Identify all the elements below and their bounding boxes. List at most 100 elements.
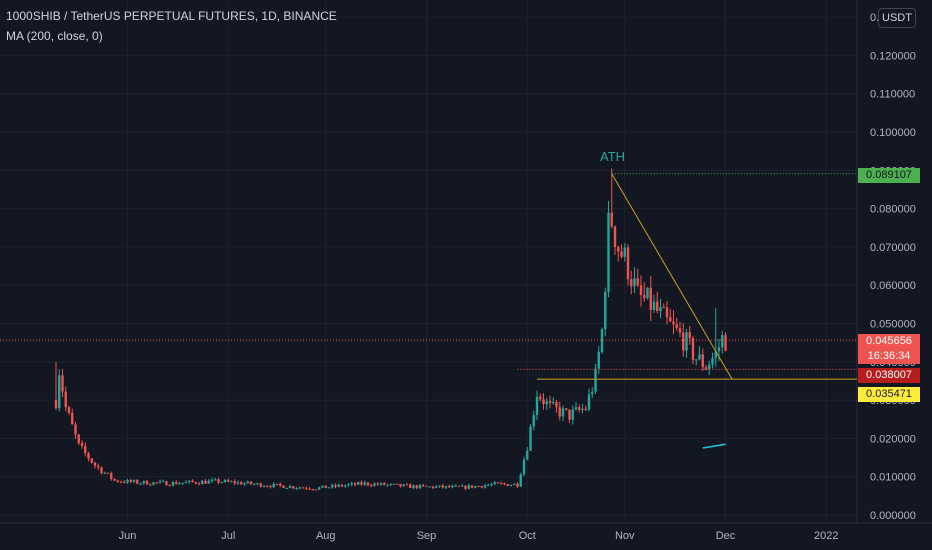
time-tick-label: Dec [716, 530, 736, 542]
candle-body [688, 332, 691, 339]
candle-body [636, 278, 639, 286]
candle-body [545, 401, 548, 405]
candle-body [600, 329, 604, 352]
candle-body [656, 301, 659, 312]
ath-price-tag: 0.089107 [858, 168, 920, 183]
candle-body [126, 479, 129, 483]
candle-body [451, 485, 454, 488]
candle-body [548, 401, 552, 403]
candle-body [678, 328, 682, 333]
candle-body [425, 485, 428, 487]
candle-body [262, 486, 266, 488]
candle-body [480, 485, 483, 488]
candle-body [132, 480, 136, 482]
candle-body [464, 485, 467, 489]
candle-body [412, 485, 415, 488]
trend-line [611, 173, 733, 380]
candle-body [695, 359, 698, 361]
candle-body [431, 486, 435, 488]
candle-body [314, 489, 318, 491]
candle-body [516, 483, 519, 487]
candle-body [269, 486, 272, 488]
candle-body [246, 481, 249, 484]
candle-body [490, 484, 493, 486]
candle-body [331, 484, 334, 488]
candle-body [136, 480, 139, 484]
candle-body [145, 480, 149, 485]
candle-body [301, 487, 305, 489]
candle-body [513, 483, 516, 485]
time-tick-label: Jul [221, 530, 235, 542]
candle-body [477, 485, 480, 487]
candle-body [366, 482, 370, 486]
candle-body [100, 467, 103, 474]
candle-body [610, 212, 613, 227]
time-tick-label: Aug [316, 530, 336, 542]
candle-body [665, 307, 669, 318]
indicator-legend[interactable]: MA (200, close, 0) [6, 29, 103, 43]
candle-body [535, 396, 539, 416]
candle-body [77, 434, 80, 444]
candle-body [178, 483, 181, 485]
candle-body [405, 484, 409, 486]
candle-body [717, 347, 721, 352]
candle-body [597, 351, 600, 369]
candle-body [626, 247, 630, 280]
price-tick-label: 0.000000 [870, 510, 916, 522]
candle-body [633, 278, 636, 287]
candle-body [711, 357, 714, 365]
candle-body [584, 408, 587, 410]
candle-body [54, 400, 58, 409]
candle-body [87, 453, 90, 459]
candle-body [422, 484, 425, 486]
candle-body [704, 367, 708, 370]
candle-body [649, 287, 652, 311]
candle-body [168, 485, 171, 487]
countdown-tag: 16:36:34 [858, 349, 920, 364]
candle-body [376, 483, 379, 485]
candle-body [344, 485, 347, 487]
currency-button[interactable]: USDT [878, 8, 916, 28]
candle-body [617, 247, 620, 252]
candle-body [373, 483, 376, 486]
candle-body [691, 338, 695, 361]
candle-body [613, 226, 617, 248]
candle-body [529, 426, 532, 451]
chart-title: 1000SHIB / TetherUS PERPETUAL FUTURES, 1… [6, 9, 337, 23]
candle-body [561, 408, 565, 417]
candle-body [103, 472, 106, 474]
candle-body [84, 446, 87, 454]
candle-body [191, 480, 194, 483]
candle-body [441, 485, 444, 488]
candle-body [526, 450, 529, 460]
candle-body [116, 480, 119, 482]
candle-body [275, 483, 279, 485]
candle-body [97, 465, 100, 468]
candle-body [71, 413, 74, 425]
candle-body [142, 480, 145, 484]
candle-body [571, 409, 574, 420]
candle-body [672, 321, 675, 325]
candle-body [503, 483, 506, 485]
candle-body [295, 487, 298, 489]
candle-body [568, 409, 571, 420]
candle-body [93, 462, 97, 466]
price-tick-label: 0.010000 [870, 472, 916, 484]
candle-body [682, 332, 685, 351]
candle-body [496, 482, 500, 484]
candle-body [353, 483, 357, 485]
candle-body [454, 485, 457, 487]
candle-body [578, 407, 581, 410]
candle-body [337, 484, 340, 487]
candle-body [207, 480, 210, 484]
price-tick-label: 0.080000 [870, 204, 916, 216]
candle-body [565, 408, 568, 410]
candle-body [721, 335, 724, 348]
candle-body [149, 484, 152, 486]
candle-body [340, 484, 344, 487]
candle-body [201, 480, 204, 485]
candle-body [321, 485, 324, 488]
candle-body [724, 335, 727, 351]
support-red-tag: 0.038007 [858, 368, 920, 383]
